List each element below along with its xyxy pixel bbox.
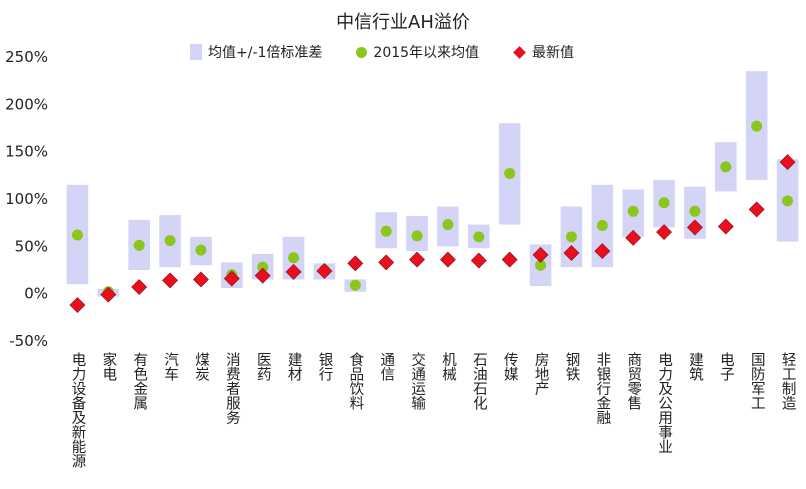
y-tick-label: 100% bbox=[5, 190, 48, 208]
latest-diamond bbox=[625, 229, 642, 246]
latest-diamond bbox=[563, 245, 580, 261]
legend-item-band: 均值+/-1倍标准差 bbox=[190, 42, 322, 62]
y-tick-label: 0% bbox=[24, 285, 48, 303]
latest-diamond bbox=[656, 224, 672, 241]
latest-diamond bbox=[347, 255, 364, 272]
x-tick-label: 房地产 bbox=[533, 352, 549, 396]
latest-diamond bbox=[69, 297, 86, 313]
latest-diamond bbox=[532, 246, 549, 263]
mean-dot bbox=[751, 120, 763, 132]
y-tick-label: 200% bbox=[5, 95, 48, 113]
x-tick-label: 交通运输 bbox=[409, 351, 425, 411]
latest-diamond bbox=[594, 243, 611, 259]
legend-item-mean: 2015年以来均值 bbox=[356, 42, 479, 62]
latest-diamond bbox=[223, 270, 240, 287]
x-tick-label: 传媒 bbox=[502, 352, 518, 382]
mean-dot bbox=[535, 259, 547, 271]
mean-dot bbox=[504, 167, 516, 179]
latest-diamond bbox=[779, 154, 796, 171]
latest-diamond bbox=[162, 272, 178, 289]
mean-dot bbox=[380, 225, 392, 237]
mean-dot bbox=[71, 229, 83, 241]
latest-diamond bbox=[717, 218, 734, 235]
mean-dot bbox=[720, 161, 732, 173]
legend-band-label: 均值+/-1倍标准差 bbox=[208, 45, 323, 61]
x-tick-label: 电力设备及新能源 bbox=[69, 352, 85, 469]
legend-mean-label: 2015年以来均值 bbox=[373, 45, 480, 61]
latest-diamond bbox=[285, 263, 302, 280]
legend-item-latest: 最新值 bbox=[513, 42, 574, 62]
x-tick-label: 有色金属 bbox=[131, 352, 147, 411]
x-tick-label: 国防军工 bbox=[749, 352, 765, 410]
latest-diamond bbox=[316, 263, 333, 279]
latest-diamond bbox=[440, 251, 456, 268]
latest-diamond bbox=[470, 252, 487, 269]
mean-dot bbox=[411, 230, 423, 242]
legend: 均值+/-1倍标准差 2015年以来均值 最新值 bbox=[190, 42, 608, 62]
x-tick-label: 煤炭 bbox=[193, 352, 209, 382]
x-tick-label: 轻工制造 bbox=[780, 352, 796, 412]
mean-dot bbox=[689, 205, 701, 217]
y-tick-label: 50% bbox=[15, 237, 48, 255]
mean-dot bbox=[442, 219, 454, 231]
x-tick-label: 电子 bbox=[718, 352, 734, 382]
x-tick-label: 石油石化 bbox=[471, 352, 487, 410]
latest-diamond bbox=[193, 271, 209, 288]
y-tick-label: 150% bbox=[5, 143, 48, 161]
latest-diamond bbox=[100, 286, 117, 303]
y-tick-label: 250% bbox=[5, 48, 48, 66]
mean-dot bbox=[133, 239, 145, 251]
mean-dot bbox=[164, 235, 176, 247]
x-tick-label: 银行 bbox=[316, 352, 332, 383]
x-tick-label: 消费者服务 bbox=[224, 352, 240, 426]
mean-dot bbox=[658, 197, 670, 209]
latest-diamond bbox=[687, 219, 703, 236]
latest-diamond bbox=[409, 251, 425, 268]
latest-diamond bbox=[131, 279, 148, 295]
legend-band-swatch bbox=[190, 44, 202, 60]
legend-dot-swatch bbox=[356, 46, 368, 58]
x-tick-label: 机械 bbox=[440, 352, 456, 382]
x-tick-label: 钢铁 bbox=[563, 352, 579, 382]
x-tick-label: 非银行金融 bbox=[594, 352, 610, 425]
mean-dot bbox=[349, 279, 361, 291]
mean-dot bbox=[782, 195, 794, 207]
x-tick-label: 家电 bbox=[100, 352, 116, 382]
x-tick-label: 建筑 bbox=[687, 352, 703, 383]
x-tick-label: 食品饮料 bbox=[347, 352, 363, 411]
x-tick-label: 建材 bbox=[286, 352, 302, 382]
x-tick-label: 商贸零售 bbox=[625, 352, 641, 411]
latest-diamond bbox=[254, 267, 271, 284]
legend-latest-label: 最新值 bbox=[532, 45, 575, 61]
chart-title: 中信行业AH溢价 bbox=[336, 12, 470, 33]
x-tick-label: 通信 bbox=[378, 352, 394, 382]
mean-dot bbox=[195, 244, 207, 256]
mean-dot bbox=[473, 231, 485, 243]
x-tick-label: 汽车 bbox=[162, 352, 178, 382]
mean-dot bbox=[596, 220, 608, 232]
x-tick-label: 电力及公用事业 bbox=[656, 352, 672, 454]
latest-diamond bbox=[378, 254, 395, 271]
mean-dot bbox=[257, 261, 269, 273]
mean-dot bbox=[565, 231, 577, 243]
mean-dot bbox=[288, 252, 300, 264]
y-tick-label: -50% bbox=[9, 332, 48, 350]
mean-dot bbox=[627, 205, 639, 217]
latest-diamond bbox=[501, 251, 518, 268]
x-tick-label: 医药 bbox=[255, 352, 271, 382]
latest-diamond bbox=[748, 201, 765, 218]
